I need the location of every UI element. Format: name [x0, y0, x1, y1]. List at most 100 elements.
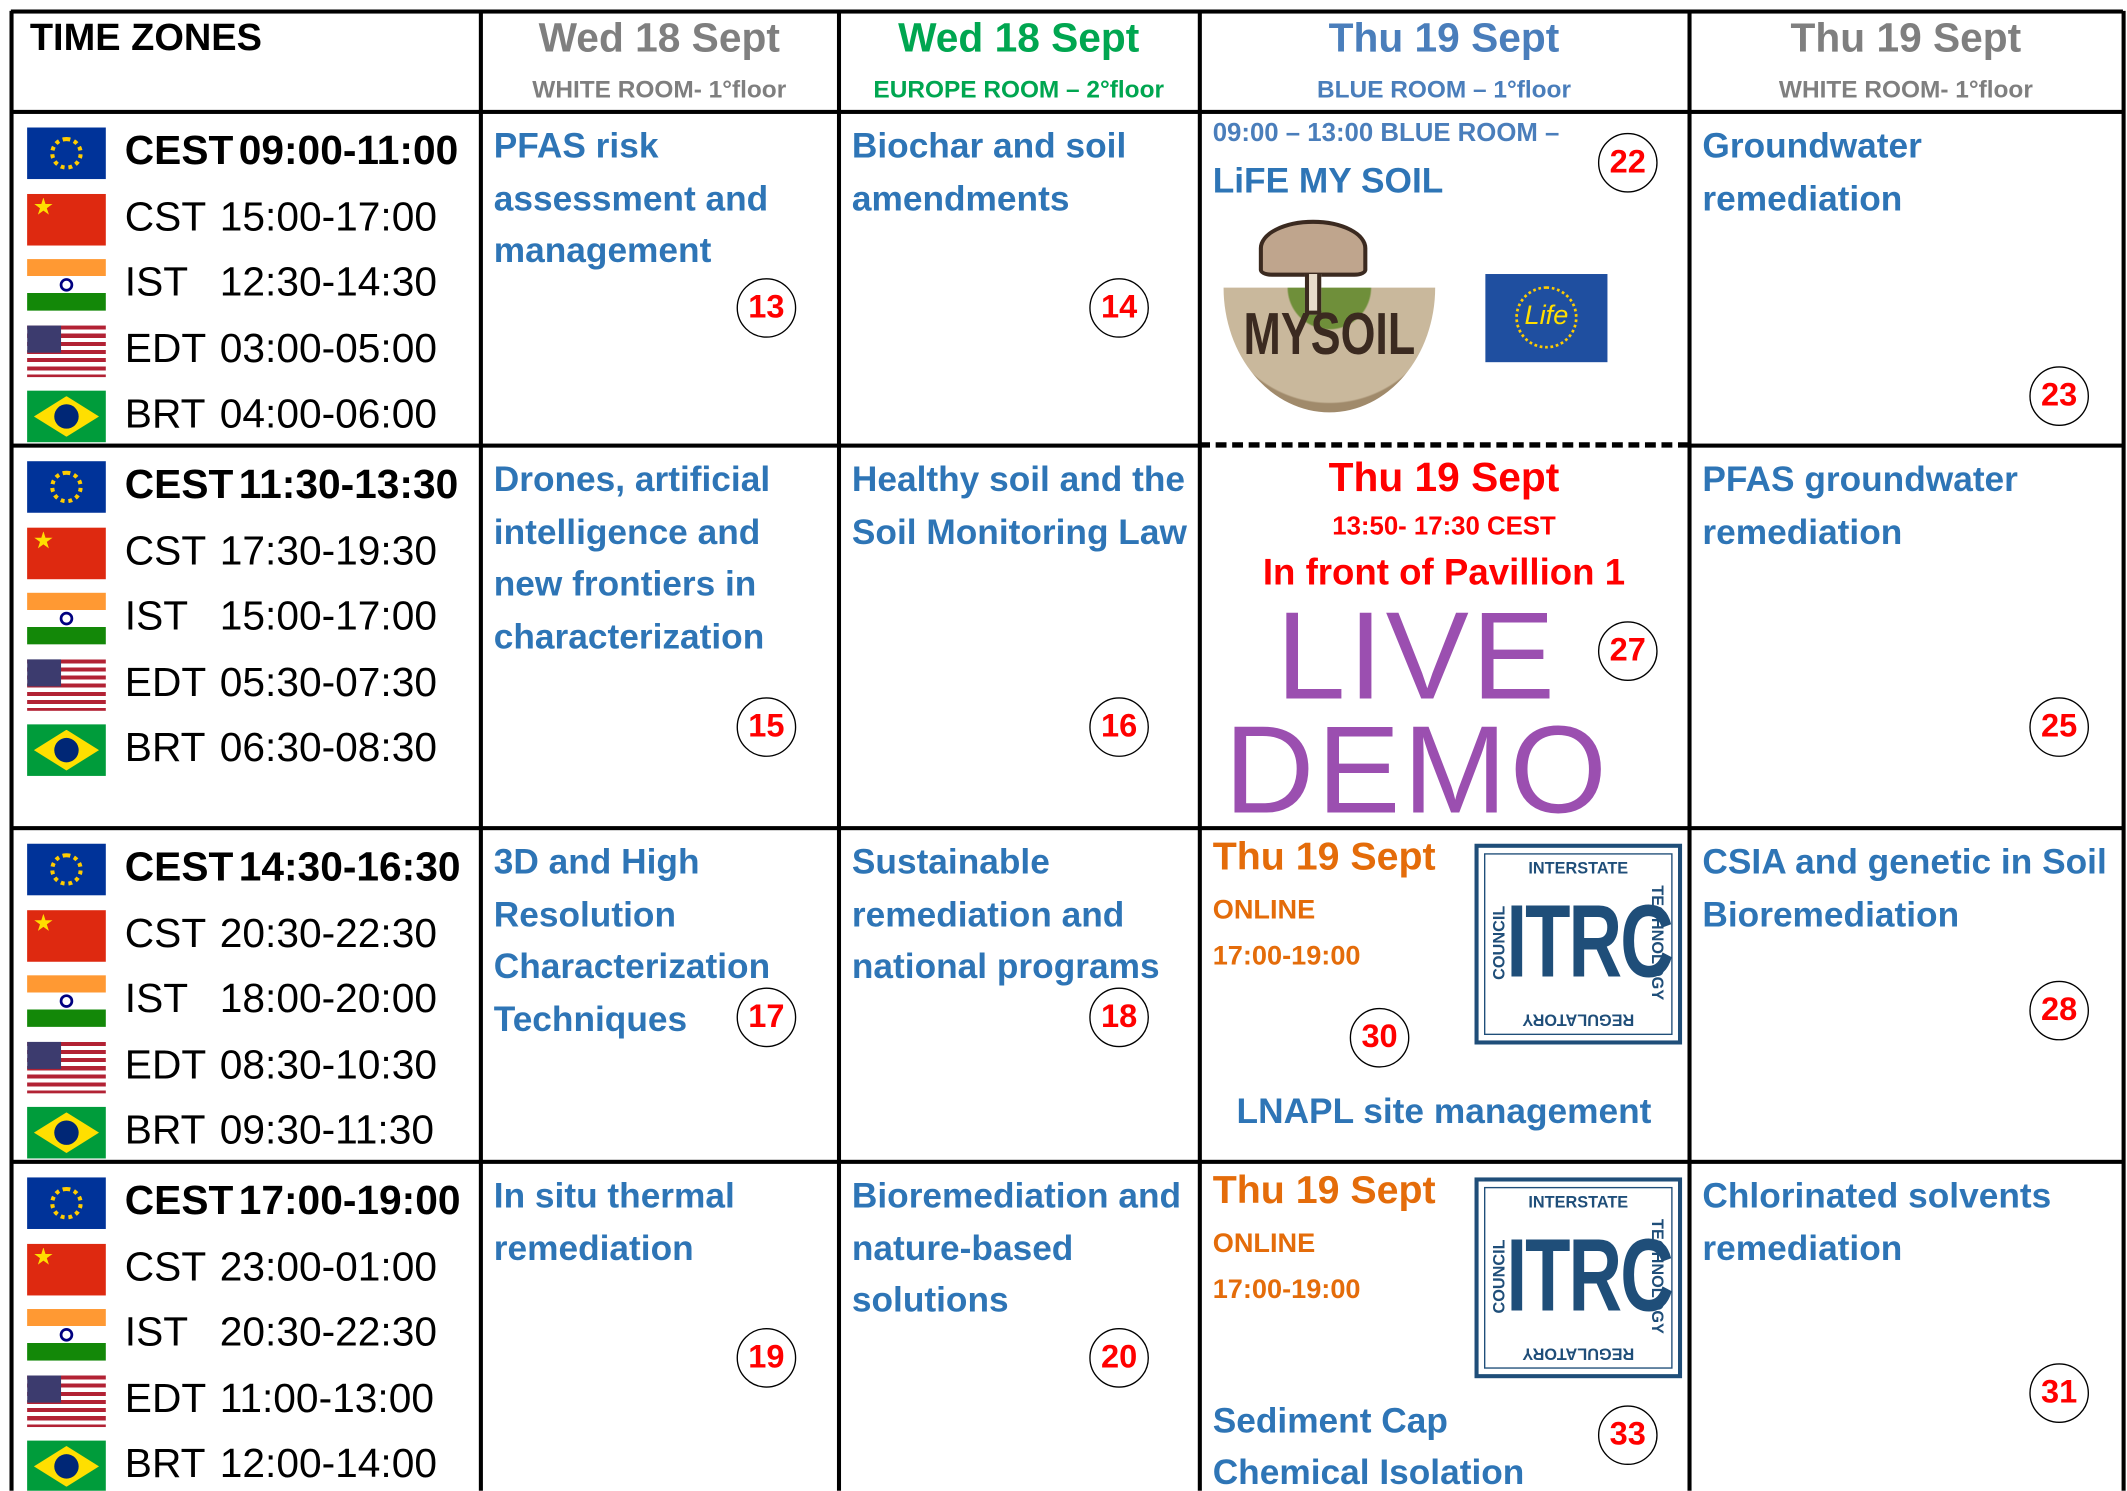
- flag-star: [34, 1247, 53, 1265]
- flag-canton: [27, 324, 62, 353]
- event-place: In front of Pavillion 1: [1262, 552, 1626, 593]
- column-day: Thu 19 Sept: [1328, 16, 1560, 62]
- session-number: 16: [1089, 697, 1149, 757]
- event-day: Thu 19 Sept: [1212, 835, 1436, 880]
- session-title: PFAS risk assessment and management: [493, 124, 769, 270]
- flag: [27, 1374, 106, 1427]
- flag-star: [34, 531, 53, 549]
- session-title: Drones, artificial intelligence and new …: [493, 458, 771, 656]
- session-title: CSIA and genetic in Soil Bioremediation: [1702, 841, 2107, 934]
- session-title: Biochar and soil amendments: [851, 124, 1127, 218]
- session-number: 31: [2029, 1363, 2090, 1423]
- session-title: 3D and High Resolution Characterization …: [493, 841, 771, 1039]
- session-title: Chlorinated solvents remediation: [1702, 1174, 2052, 1268]
- zone-code: EDT: [124, 1042, 207, 1088]
- flag-globe: [54, 404, 79, 429]
- logo-text: MYSOIL: [1243, 301, 1416, 368]
- zone-code: EDT: [124, 659, 207, 705]
- session-number: 13: [736, 278, 797, 338]
- zone-time: 15:00-17:00: [219, 594, 437, 639]
- flag-stars: [50, 1186, 83, 1220]
- zone-code: IST: [124, 260, 189, 306]
- zone-code: BRT: [124, 1441, 206, 1487]
- session-title: LiFE MY SOIL: [1212, 160, 1444, 201]
- flag: [27, 658, 106, 711]
- event-time: 17:00-19:00: [1212, 1275, 1361, 1305]
- zone-code: EDT: [124, 1376, 207, 1421]
- session-number: 14: [1089, 278, 1149, 338]
- flag: [27, 390, 106, 443]
- event-mode: ONLINE: [1212, 895, 1316, 926]
- zone-time: 15:00-17:00: [219, 194, 437, 240]
- session-number: 27: [1597, 621, 1658, 681]
- zone-code: EDT: [124, 326, 207, 372]
- flag: [27, 975, 106, 1027]
- zone-time: 23:00-01:00: [219, 1244, 437, 1290]
- flag-canton: [27, 1041, 62, 1069]
- zone-time: 20:30-22:30: [219, 910, 437, 956]
- itrc-top: INTERSTATE: [1528, 1192, 1629, 1212]
- grid-line: [1197, 10, 1202, 1491]
- zone-code: CEST: [124, 1178, 234, 1224]
- flag-wheel: [59, 278, 74, 292]
- flag: [27, 127, 106, 180]
- column-room: WHITE ROOM- 1°floor: [1778, 75, 2033, 104]
- session-note: 09:00 – 13:00 BLUE ROOM –: [1212, 119, 1560, 148]
- column-day: Wed 18 Sept: [538, 16, 780, 62]
- zone-time: 05:30-07:30: [219, 659, 437, 705]
- session-title: PFAS groundwater remediation: [1702, 458, 2018, 552]
- grid-line: [1686, 10, 1691, 1491]
- session-title: Sediment Cap Chemical Isolation: [1212, 1399, 1525, 1491]
- session-title: Groundwater remediation: [1702, 124, 1922, 218]
- flag-star: [34, 197, 53, 215]
- logo-line1: LIVE: [1276, 587, 1558, 726]
- column-room: EUROPE ROOM – 2°floor: [873, 75, 1165, 104]
- itrc-name: ITRC: [1506, 884, 1674, 1000]
- itrc-name: ITRC: [1506, 1218, 1674, 1334]
- zone-code: BRT: [124, 725, 206, 771]
- flag: [27, 461, 106, 513]
- flag: [27, 527, 106, 579]
- column-day: Thu 19 Sept: [1790, 16, 2022, 62]
- zone-code: CST: [124, 528, 207, 574]
- grid-line: [836, 10, 841, 1491]
- zone-time: 06:30-08:30: [219, 725, 437, 771]
- flag: [27, 1440, 106, 1491]
- flag-globe: [54, 1454, 79, 1479]
- zone-time: 20:30-22:30: [219, 1310, 437, 1356]
- flag-stars: [50, 137, 83, 170]
- session-title: Healthy soil and the Soil Monitoring Law: [851, 458, 1187, 552]
- flag: [27, 193, 106, 245]
- grid-line: [478, 10, 483, 1491]
- zone-time: 11:00-13:00: [219, 1376, 434, 1421]
- event-time: 17:00-19:00: [1212, 941, 1361, 972]
- flag-globe: [54, 737, 79, 763]
- flag: [27, 909, 106, 962]
- session-number: 19: [736, 1328, 797, 1388]
- flag: [27, 592, 106, 645]
- session-number: 15: [736, 697, 797, 757]
- zone-code: CST: [124, 1244, 207, 1290]
- grid-line: [1688, 443, 2123, 447]
- column-day: Wed 18 Sept: [898, 16, 1140, 62]
- session-title: In situ thermal remediation: [493, 1174, 735, 1268]
- zone-code: BRT: [124, 1108, 206, 1154]
- session-number: 33: [1597, 1405, 1658, 1466]
- grid-line: [10, 443, 1200, 447]
- logo-badge-ring: [1515, 286, 1578, 349]
- dashed-line: [1199, 442, 1689, 448]
- flag-canton: [27, 1374, 62, 1402]
- flag: [27, 1177, 106, 1229]
- flag: [27, 1041, 106, 1093]
- session-title: Bioremediation and nature-based solution…: [851, 1174, 1182, 1320]
- flag-stars: [50, 853, 83, 886]
- column-room: WHITE ROOM- 1°floor: [532, 75, 787, 104]
- itrc-inner: [1484, 1186, 1673, 1369]
- session-title: Sustainable remediation and national pro…: [851, 841, 1160, 987]
- session-number: 17: [736, 987, 797, 1048]
- session-number: 28: [2029, 980, 2090, 1041]
- session-number: 18: [1089, 987, 1149, 1048]
- grid-line: [8, 10, 13, 1491]
- zone-code: CEST: [124, 128, 234, 174]
- flag-globe: [54, 1120, 79, 1145]
